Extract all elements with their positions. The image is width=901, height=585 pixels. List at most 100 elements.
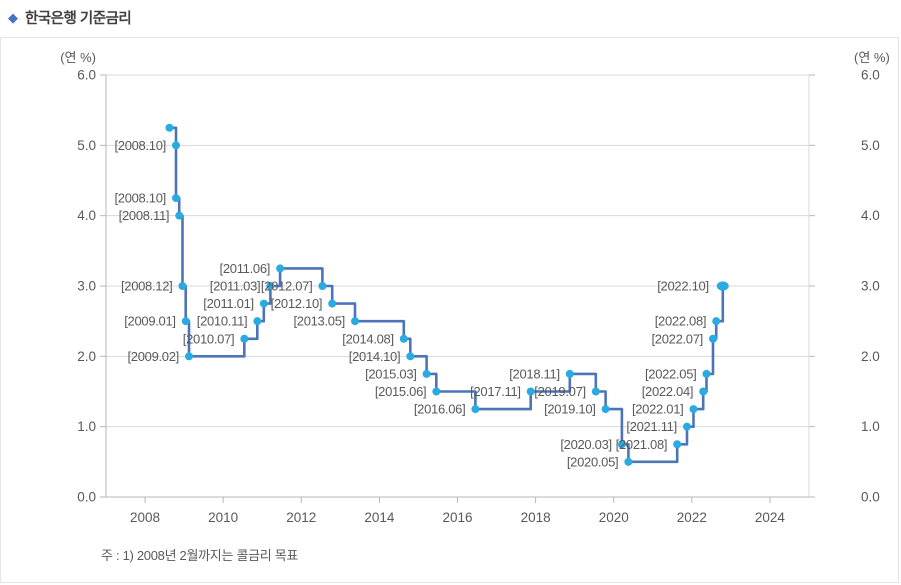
data-point-label: [2014.08] <box>342 331 394 346</box>
data-point-label: [2015.06] <box>375 384 427 399</box>
data-point-marker <box>178 282 187 290</box>
data-point-label: [2010.07] <box>183 331 235 346</box>
page-title: 한국은행 기준금리 <box>25 11 132 27</box>
y-axis-label-right: 0.0 <box>861 490 880 505</box>
y-axis-label-left: 4.0 <box>77 208 96 223</box>
data-point-marker <box>624 457 633 466</box>
data-point-marker <box>171 141 180 150</box>
data-point-marker <box>399 334 408 343</box>
data-point-label: [2022.05] <box>645 366 697 381</box>
title-diamond-icon: ◆ <box>8 10 18 25</box>
data-point-label: [2019.07] <box>534 384 586 399</box>
x-axis-label: 2010 <box>208 510 238 525</box>
x-axis-label: 2018 <box>521 510 551 525</box>
y-axis-label-right: 5.0 <box>861 138 880 153</box>
y-axis-label-right: 2.0 <box>861 349 880 364</box>
data-point-marker <box>406 352 415 361</box>
data-point-label: [2009.02] <box>127 349 179 364</box>
data-point-label: [2017.11] <box>470 384 521 399</box>
data-point-label: [2011.06] <box>220 261 271 276</box>
data-point-marker <box>259 299 268 308</box>
data-point-label: [2022.04] <box>642 384 694 399</box>
data-point-marker <box>526 387 535 396</box>
y-axis-label-left: 0.0 <box>77 490 96 505</box>
y-axis-label-right: 4.0 <box>861 208 880 223</box>
data-point-label: [2020.05] <box>567 454 619 469</box>
title-bar: ◆ 한국은행 기준금리 <box>8 7 132 28</box>
y-axis-unit-left: (연 %) <box>60 50 96 65</box>
data-point-label: [2020.03] <box>560 437 612 452</box>
data-point-label: [2012.10] <box>271 296 323 311</box>
data-point-marker <box>617 440 626 449</box>
x-axis-label: 2014 <box>364 510 395 525</box>
data-point-marker <box>350 317 359 326</box>
data-point-label: [2018.11] <box>509 366 560 381</box>
data-point-label: [2008.10] <box>114 138 166 153</box>
data-point-marker <box>184 352 193 361</box>
x-axis-label: 2012 <box>286 510 316 525</box>
data-point-marker <box>432 387 441 396</box>
data-point-marker <box>601 405 610 414</box>
data-point-marker <box>276 264 285 273</box>
data-point-marker <box>591 387 600 396</box>
x-axis-label: 2024 <box>755 510 786 525</box>
data-point-label: [2022.07] <box>651 331 703 346</box>
data-point-label: [2022.08] <box>655 314 707 329</box>
y-axis-label-left: 3.0 <box>77 279 96 294</box>
data-point-marker <box>471 405 480 414</box>
base-rate-chart: 6.0 6.0 5.0 5.0 4.0 4.0 3.0 3.0 2.0 2.0 1.0 1.0 0.0 0… <box>60 50 890 525</box>
y-axis-label-left: 1.0 <box>77 419 96 434</box>
rate-step-line <box>168 126 725 464</box>
chart-footnote: 주 : 1) 2008년 2월까지는 콜금리 목표 <box>101 548 299 563</box>
data-point-label: [2014.10] <box>349 349 401 364</box>
data-point-label: [2008.10] <box>114 191 166 206</box>
data-point-label: [2021.11] <box>626 419 677 434</box>
data-point-label: [2011.01] <box>203 296 254 311</box>
y-axis-label-right: 1.0 <box>861 419 880 434</box>
y-axis-label-left: 6.0 <box>77 68 96 83</box>
data-point-marker <box>181 317 190 326</box>
y-axis-label-left: 5.0 <box>77 138 96 153</box>
data-point-marker <box>328 299 337 308</box>
data-point-marker <box>682 422 691 431</box>
data-point-label: [2016.06] <box>414 402 466 417</box>
data-point-marker <box>175 211 184 220</box>
data-point-marker <box>171 194 180 203</box>
y-axis-label-right: 6.0 <box>861 68 880 83</box>
data-point-marker <box>318 282 327 290</box>
data-point-marker <box>673 440 682 449</box>
data-point-label: [2019.10] <box>544 402 596 417</box>
data-point-marker <box>689 405 698 414</box>
data-point-label: [2008.12] <box>121 279 173 294</box>
data-point-marker <box>253 317 262 326</box>
data-point-marker <box>565 369 574 378</box>
data-point-label: [2010.11] <box>197 314 248 329</box>
data-point-label: [2022.10] <box>657 279 709 294</box>
data-point-label: [2012.07] <box>261 279 313 294</box>
data-point-label: [2022.01] <box>632 402 684 417</box>
x-axis-label: 2022 <box>677 510 707 525</box>
data-point-marker <box>266 282 275 290</box>
data-point-marker <box>240 334 249 343</box>
data-point-label: [2008.11] <box>119 208 170 223</box>
y-axis-unit-right: (연 %) <box>854 50 890 65</box>
y-axis-label-right: 3.0 <box>861 279 880 294</box>
data-point-label: [2021.08] <box>616 437 668 452</box>
data-point-label: [2011.03] <box>210 279 261 294</box>
data-point-label: [2009.01] <box>124 314 176 329</box>
chart-panel: 6.0 6.0 5.0 5.0 4.0 4.0 3.0 3.0 2.0 2.0 1.0 1.0 0.0 0… <box>0 37 899 583</box>
data-point-marker <box>716 281 729 291</box>
data-point-marker <box>708 334 717 343</box>
data-point-marker <box>422 369 431 378</box>
x-axis-label: 2008 <box>130 510 160 525</box>
data-point-marker <box>712 317 721 326</box>
data-point-label: [2013.05] <box>293 314 345 329</box>
x-axis-label: 2020 <box>599 510 629 525</box>
x-axis-label: 2016 <box>442 510 472 525</box>
y-axis-label-left: 2.0 <box>77 349 96 364</box>
data-point-label: [2015.03] <box>365 366 417 381</box>
data-point-marker <box>699 387 708 396</box>
data-point-marker <box>702 369 711 378</box>
data-point-marker <box>165 123 174 132</box>
